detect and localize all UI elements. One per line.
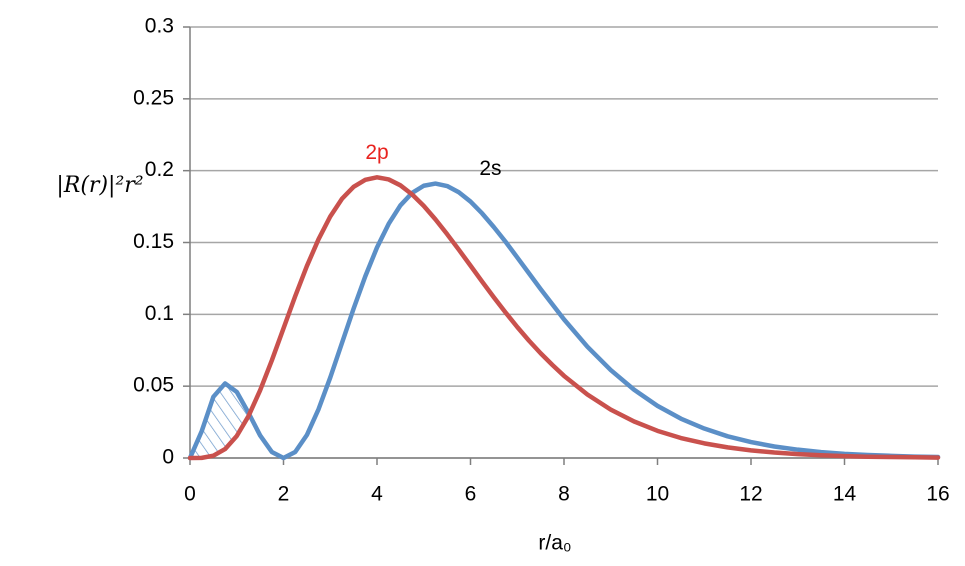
y-tick-label: 0 (162, 446, 174, 469)
x-tick-label: 4 (371, 483, 383, 506)
y-axis-label: |R(r)|²r² (56, 173, 143, 198)
hatched-area (190, 383, 249, 458)
x-tick-label: 16 (926, 483, 949, 506)
x-axis-label: r/a₀ (538, 532, 571, 555)
x-tick-label: 8 (558, 483, 570, 506)
series-line (187, 181, 941, 461)
series-label: 2s (479, 157, 501, 180)
series-line (187, 175, 941, 461)
x-tick-label: 6 (465, 483, 477, 506)
series-label: 2p (365, 141, 388, 164)
y-tick-label: 0.25 (133, 86, 174, 109)
x-tick-label: 2 (278, 483, 290, 506)
x-tick-label: 14 (833, 483, 857, 506)
x-tick-label: 12 (739, 483, 762, 506)
x-tick-label: 0 (184, 483, 196, 506)
y-tick-label: 0.15 (133, 230, 174, 253)
y-tick-label: 0.3 (145, 15, 174, 38)
x-tick-label: 10 (646, 483, 669, 506)
y-tick-label: 0.1 (145, 302, 174, 325)
y-tick-label: 0.2 (145, 158, 174, 181)
y-tick-label: 0.05 (133, 374, 174, 397)
